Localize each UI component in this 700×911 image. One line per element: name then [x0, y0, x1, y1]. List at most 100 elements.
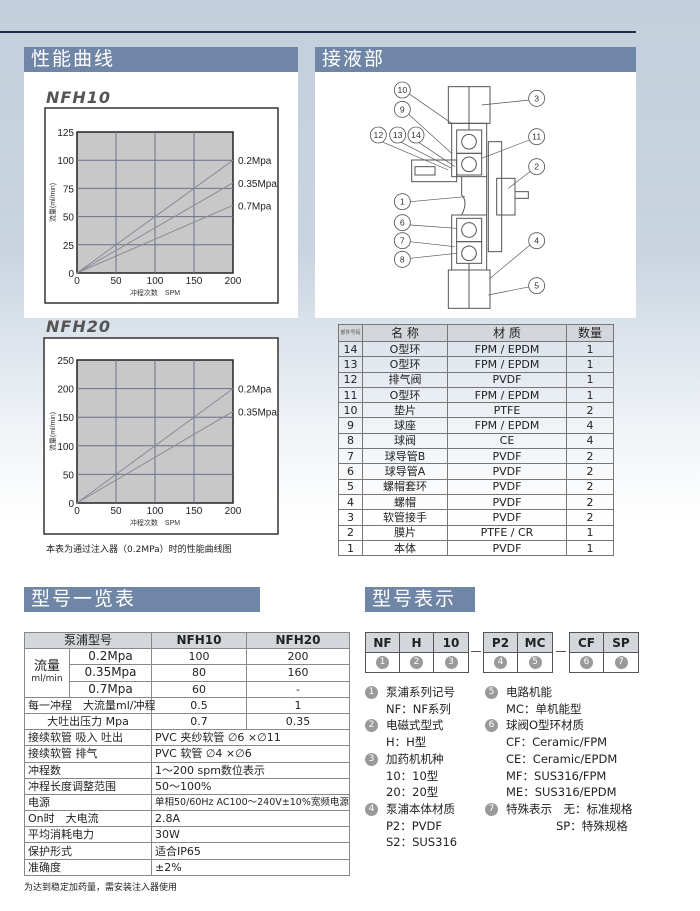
part-number: 10: [338, 402, 363, 419]
part-qty: 2: [566, 402, 614, 419]
spec-label: 每一冲程 大流量ml/冲程: [23, 696, 155, 714]
parts-table: 部件号码名 称材 质数量 14 O型环 FPM / EPDM 1 13 O型环 FPM / E…: [338, 324, 614, 557]
code-cell: CF 6: [570, 633, 604, 672]
number-badge-icon: 4: [494, 656, 507, 669]
y-tick-label: 50: [63, 213, 75, 224]
leader-lines: [381, 93, 531, 296]
model-code-legend-right: 5 电路机能 MC：单机能型 6 球阀O型环材质 CF：Ceramic/FPM CE：Cer…: [485, 684, 633, 834]
part-material: PTFE: [447, 402, 567, 419]
part-number: 12: [338, 371, 363, 388]
callout-14: 14: [407, 126, 425, 144]
code-dash: [556, 651, 566, 652]
spec-row: On时 大电流 2.8A: [23, 810, 351, 828]
spec-nfh10: 0.5: [151, 696, 248, 714]
flow-pressure: 0.35Mpa: [68, 664, 153, 682]
part-material: PVDF: [447, 463, 567, 480]
number-badge-icon: 6: [580, 656, 593, 669]
series-label: 0.35Mpa: [238, 179, 277, 190]
code-index: 1: [366, 653, 399, 672]
section-header-wetted-parts: 接液部: [315, 47, 636, 72]
parts-row: 11 O型环 FPM / EPDM 1: [338, 386, 614, 404]
code-group: NF 1 H 2 10 3: [365, 632, 469, 673]
part-name: 垫片: [362, 402, 448, 419]
flow-label: 流量: [33, 658, 60, 674]
header-rule: [0, 31, 636, 33]
spec-label: 大吐出压力 Mpa: [23, 712, 153, 731]
parts-header-cell: 数量: [566, 324, 614, 342]
parts-row: 7 球导管B PVDF 2: [338, 448, 614, 465]
number-badge-icon: 1: [365, 685, 378, 699]
spec-row-flow-2: 0.7Mpa 60 -: [25, 680, 351, 698]
part-name: 球导管A: [362, 463, 448, 480]
part-material: FPM / EPDM: [447, 356, 567, 373]
part-number: 4: [338, 493, 363, 511]
part-number: 9: [338, 417, 363, 434]
part-name: 本体: [362, 539, 448, 557]
part-name: 螺帽: [362, 493, 448, 511]
part-name: O型环: [362, 356, 448, 373]
part-number: 1: [338, 539, 363, 557]
svg-text:5: 5: [534, 281, 539, 291]
parts-row: 5 螺帽套环 PVDF 2: [338, 478, 614, 495]
callout-8: 8: [393, 250, 411, 268]
part-material: PVDF: [447, 478, 567, 495]
part-material: PTFE / CR: [447, 524, 567, 541]
flow-nfh10: 100: [151, 648, 248, 666]
series-line-0.2Mpa: [76, 388, 234, 504]
svg-text:13: 13: [393, 130, 403, 140]
svg-text:8: 8: [400, 254, 405, 264]
flow-nfh10: 60: [151, 680, 248, 698]
svg-text:2: 2: [534, 162, 539, 172]
part-number: 2: [338, 524, 363, 541]
spec-value: 30W: [151, 826, 351, 844]
part-qty: 1: [566, 340, 614, 358]
spec-value: 适合IP65: [151, 842, 351, 860]
parts-row: 4 螺帽 PVDF 2: [338, 493, 614, 511]
part-material: FPM / EPDM: [447, 386, 567, 404]
spec-header-nfh20: NFH20: [246, 631, 351, 650]
parts-row: 3 软管接手 PVDF 2: [338, 509, 614, 526]
section-header-performance: 性能曲线: [24, 47, 298, 72]
legend-item: 3 加药机机种: [365, 751, 457, 768]
part-name: 球座: [362, 417, 448, 434]
part-qty: 4: [566, 432, 614, 450]
part-material: FPM / EPDM: [447, 340, 567, 358]
code-group: CF 6 SP 7: [569, 632, 639, 673]
number-badge-icon: 7: [614, 656, 628, 669]
x-tick-label: 0: [74, 276, 80, 287]
part-qty: 1: [566, 371, 614, 388]
spec-label: 准确度: [23, 858, 153, 876]
spec-label: 电源: [23, 793, 153, 812]
number-badge-icon: 4: [365, 802, 378, 816]
x-axis-label: 冲程次数 SPM: [130, 518, 180, 527]
part-qty: 4: [566, 417, 614, 434]
pump-head-drawing: [411, 86, 529, 309]
flow-nfh10: 80: [151, 664, 248, 682]
y-tick-label: 250: [57, 356, 74, 367]
spec-header-nfh10: NFH10: [151, 631, 248, 650]
series-label: 0.2Mpa: [238, 156, 272, 167]
code-cell: NF 1: [366, 633, 400, 672]
legend-item: 1 泵浦系列记号: [365, 684, 457, 701]
legend-title: 电磁式型式: [386, 718, 444, 733]
y-tick-label: 100: [57, 442, 74, 453]
svg-text:14: 14: [411, 130, 421, 140]
part-material: PVDF: [447, 371, 567, 388]
code-dash: [471, 651, 481, 652]
spec-row-stroke-volume: 每一冲程 大流量ml/冲程 0.5 1: [23, 696, 351, 714]
code-segment: 10: [434, 633, 468, 653]
parts-row: 10 垫片 PTFE 2: [338, 402, 614, 419]
series-line-0.7Mpa: [76, 204, 234, 274]
spec-header-row: 泵浦型号 NFH10 NFH20: [23, 631, 351, 650]
callout-9: 9: [393, 100, 411, 118]
callout-4: 4: [528, 232, 546, 250]
legend-option: 20：20型: [386, 785, 439, 800]
svg-text:12: 12: [374, 130, 384, 140]
y-tick-label: 100: [57, 156, 74, 167]
part-material: FPM / EPDM: [447, 417, 567, 434]
part-qty: 2: [566, 493, 614, 511]
x-tick-label: 100: [147, 276, 164, 287]
number-badge-icon: 7: [485, 802, 498, 816]
part-name: O型环: [362, 340, 448, 358]
spec-row: 冲程长度调整范围 50～100%: [23, 777, 351, 795]
